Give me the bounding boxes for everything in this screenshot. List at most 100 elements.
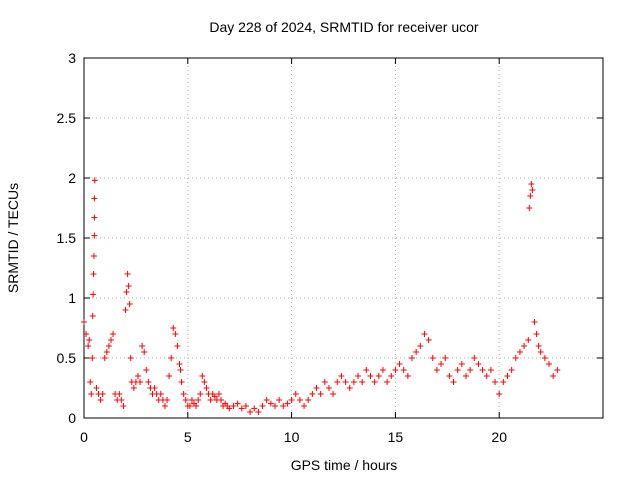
data-point	[296, 397, 303, 403]
data-point	[404, 373, 411, 379]
data-point	[90, 253, 97, 259]
data-point	[317, 391, 324, 397]
data-point	[338, 373, 345, 379]
data-point	[363, 367, 370, 373]
data-points	[81, 177, 561, 415]
data-point	[97, 397, 104, 403]
data-point	[126, 301, 133, 307]
data-point	[400, 367, 407, 373]
data-point	[99, 391, 106, 397]
data-point	[86, 337, 93, 343]
data-point	[263, 397, 270, 403]
x-axis-label: GPS time / hours	[291, 457, 398, 473]
data-point	[492, 379, 499, 385]
data-point	[207, 397, 214, 403]
data-point	[242, 403, 249, 409]
data-point	[211, 393, 218, 400]
data-point	[527, 193, 534, 199]
data-point	[118, 397, 125, 403]
data-point	[309, 391, 316, 397]
data-point	[529, 187, 536, 193]
data-point	[496, 391, 503, 397]
data-point	[284, 400, 291, 407]
data-point	[103, 349, 110, 355]
data-point	[88, 391, 95, 397]
data-point	[101, 355, 108, 361]
data-point	[359, 379, 366, 385]
data-point	[342, 379, 349, 385]
data-point	[105, 343, 112, 349]
data-point	[90, 291, 97, 298]
data-point	[458, 361, 465, 367]
y-tick-label: 0	[68, 410, 76, 426]
data-point	[143, 367, 150, 373]
y-axis-label: SRMTID / TECUs	[5, 183, 21, 293]
data-point	[531, 319, 538, 325]
y-tick-label: 3	[68, 50, 76, 66]
data-point	[176, 361, 183, 367]
data-point	[91, 214, 98, 221]
data-point	[134, 373, 141, 379]
y-tick-label: 2	[68, 170, 76, 186]
data-point	[537, 349, 544, 355]
data-point	[554, 367, 561, 373]
data-point	[195, 397, 202, 403]
x-tick-label: 15	[388, 429, 404, 445]
data-point	[330, 391, 337, 397]
data-point	[500, 379, 507, 385]
data-point	[313, 385, 320, 391]
data-point	[81, 319, 87, 325]
data-point	[541, 355, 548, 361]
data-point	[516, 349, 523, 355]
x-tick-label: 5	[184, 429, 192, 445]
data-point	[301, 403, 308, 409]
data-point	[123, 289, 130, 295]
data-point	[384, 379, 391, 385]
data-point	[526, 205, 533, 211]
data-point	[321, 379, 328, 385]
data-point	[174, 343, 181, 349]
data-point	[107, 337, 114, 343]
data-point	[91, 195, 98, 202]
data-point	[483, 373, 490, 379]
data-point	[124, 271, 131, 277]
data-point	[139, 343, 146, 349]
data-point	[535, 343, 542, 349]
data-point	[157, 391, 164, 397]
data-point	[280, 403, 287, 409]
data-point	[87, 379, 94, 385]
data-point	[188, 397, 195, 403]
data-point	[91, 177, 98, 184]
data-point	[90, 271, 97, 277]
data-point	[89, 355, 96, 361]
data-point	[429, 355, 436, 361]
data-point	[413, 349, 420, 355]
data-point	[355, 373, 362, 379]
chart-title: Day 228 of 2024, SRMTID for receiver uco…	[209, 19, 479, 35]
data-point	[180, 391, 187, 397]
data-point	[512, 355, 519, 361]
data-point	[110, 331, 117, 337]
data-point	[521, 343, 528, 349]
data-point	[367, 373, 374, 379]
data-point	[125, 283, 132, 289]
data-point	[433, 367, 440, 373]
data-point	[193, 403, 200, 409]
data-point	[421, 331, 428, 337]
data-point	[442, 355, 449, 361]
data-point	[85, 343, 92, 349]
data-point	[122, 307, 129, 313]
data-point	[203, 385, 210, 391]
data-point	[479, 367, 486, 373]
data-point	[199, 373, 206, 379]
x-tick-label: 20	[491, 429, 507, 445]
data-point	[127, 355, 134, 361]
data-point	[371, 379, 378, 385]
data-point	[120, 403, 127, 409]
data-point	[288, 397, 295, 403]
data-point	[251, 405, 258, 412]
data-point	[528, 181, 535, 187]
data-point	[475, 361, 482, 367]
data-point	[438, 361, 445, 367]
